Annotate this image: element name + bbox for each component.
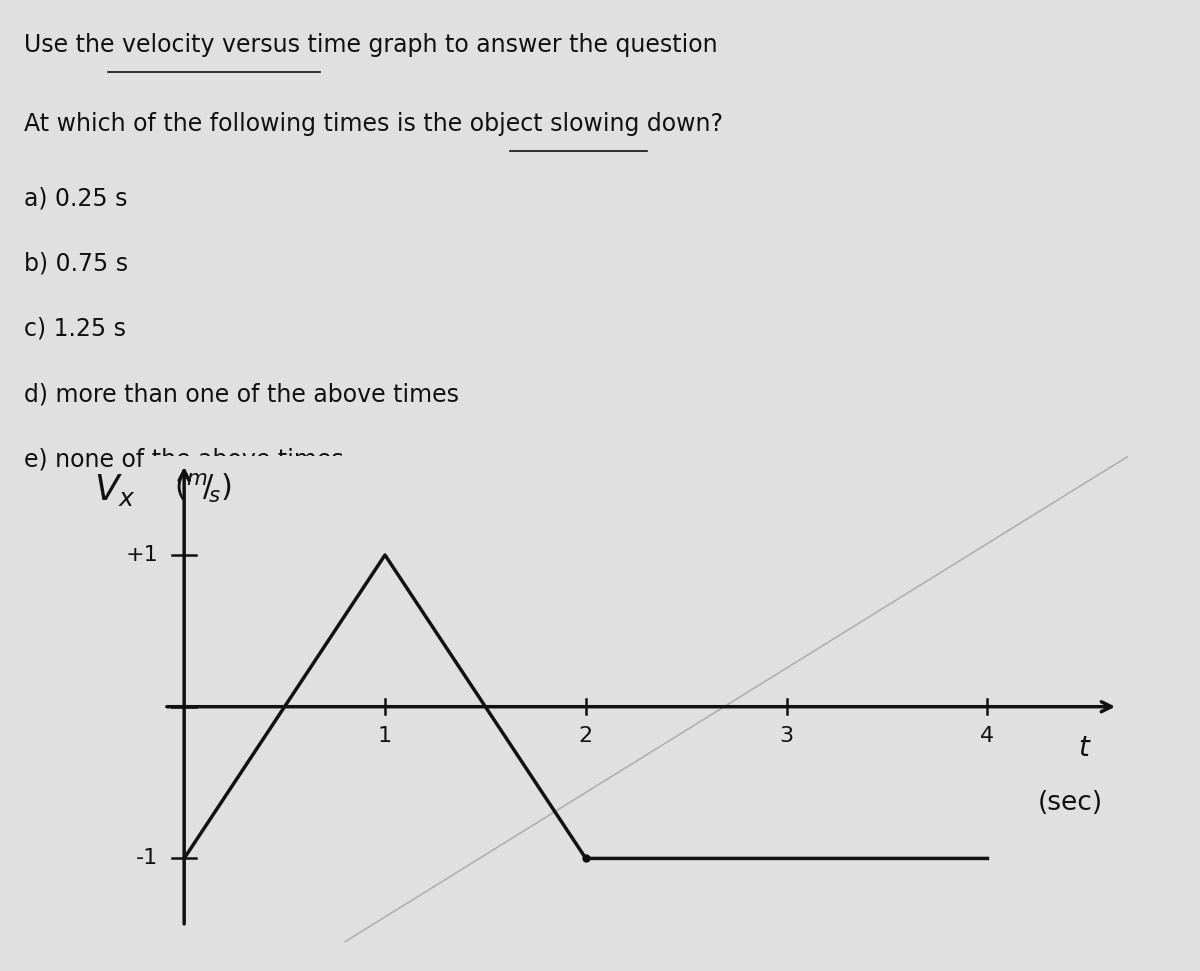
Text: 4: 4 xyxy=(980,726,995,747)
Text: (sec): (sec) xyxy=(1038,790,1103,817)
Text: At which of the following times is the object slowing down?: At which of the following times is the o… xyxy=(24,112,722,136)
Text: e) none of the above times: e) none of the above times xyxy=(24,448,343,472)
Text: d) more than one of the above times: d) more than one of the above times xyxy=(24,383,458,406)
Text: Use the velocity versus time graph to answer the question: Use the velocity versus time graph to an… xyxy=(24,33,718,56)
Text: $(^m\!/\!_s)$: $(^m\!/\!_s)$ xyxy=(174,472,232,505)
Text: 1: 1 xyxy=(378,726,392,747)
Text: -1: -1 xyxy=(136,849,158,868)
Text: +1: +1 xyxy=(125,545,158,565)
Text: a) 0.25 s: a) 0.25 s xyxy=(24,186,127,211)
Text: t: t xyxy=(1078,734,1088,762)
Text: $V_x$: $V_x$ xyxy=(94,472,136,508)
Text: b) 0.75 s: b) 0.75 s xyxy=(24,251,128,276)
Text: 2: 2 xyxy=(578,726,593,747)
Text: c) 1.25 s: c) 1.25 s xyxy=(24,317,126,341)
Text: 3: 3 xyxy=(780,726,793,747)
